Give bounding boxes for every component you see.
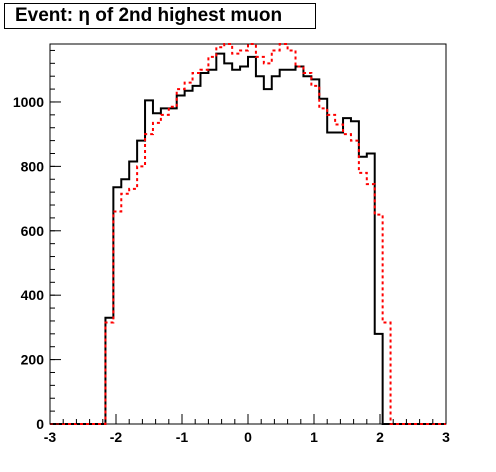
x-tick-label: 0 xyxy=(244,429,252,445)
x-tick-label: 2 xyxy=(376,429,384,445)
y-tick-label: 200 xyxy=(21,352,45,368)
x-tick-label: 3 xyxy=(442,429,450,445)
chart-title: Event: η of 2nd highest muon xyxy=(4,3,316,29)
y-tick-label: 600 xyxy=(21,223,45,239)
series-1-line xyxy=(50,52,446,425)
y-tick-label: 0 xyxy=(36,416,44,432)
series-2-line xyxy=(50,43,446,425)
y-tick-label: 800 xyxy=(21,158,45,174)
y-tick-label: 400 xyxy=(21,287,45,303)
x-tick-label: -1 xyxy=(176,429,189,445)
plot-frame xyxy=(49,43,447,425)
y-tick-label: 1000 xyxy=(13,94,44,110)
x-tick-label: -2 xyxy=(110,429,123,445)
x-tick-label: -3 xyxy=(44,429,57,445)
x-tick-label: 1 xyxy=(310,429,318,445)
